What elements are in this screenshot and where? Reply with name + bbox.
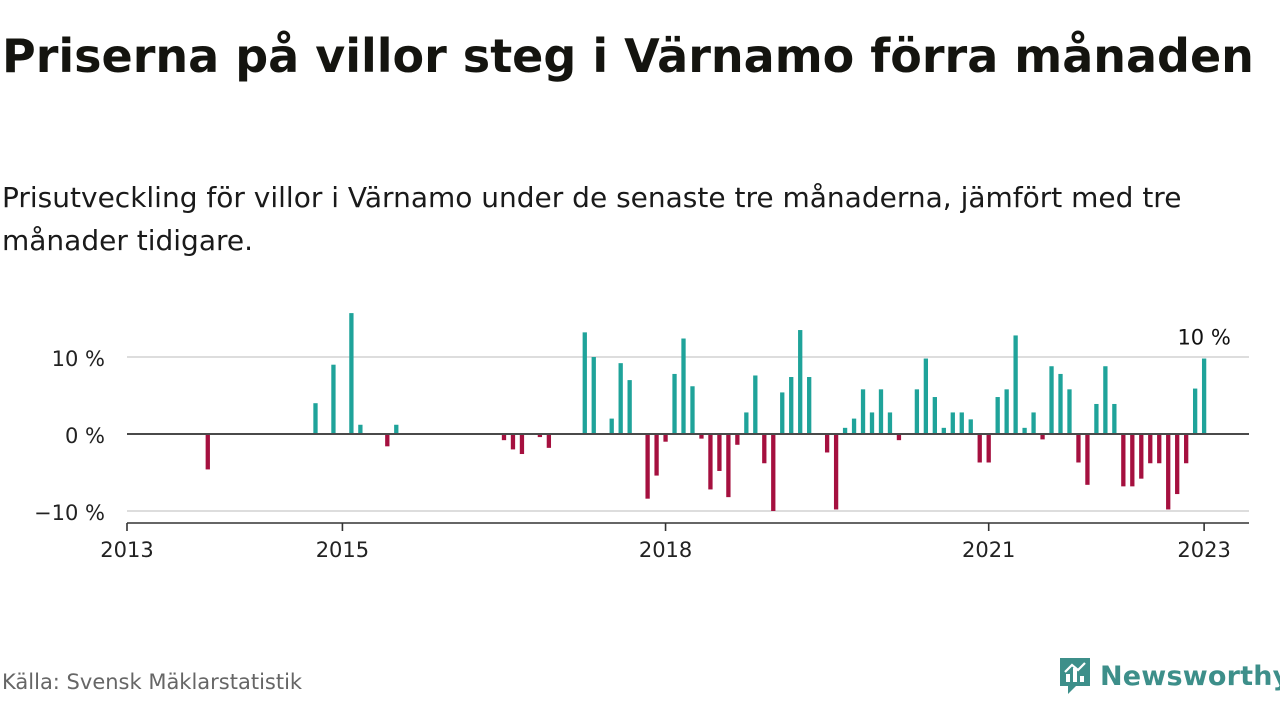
bar [699,434,704,439]
x-tick-label: 2021 [962,538,1015,562]
bar [1031,412,1036,434]
labels: 10 % 0 % −10 % 2013 2015 2018 2021 2023 10 % [34,326,1231,562]
bar [1085,434,1090,485]
bar [824,434,830,453]
bar [1022,427,1027,434]
bar [986,434,991,463]
bar [205,434,210,470]
bar [896,434,902,441]
bar [1013,335,1018,434]
bar [582,332,587,434]
bar [977,434,982,463]
source-note: Källa: Svensk Mäklarstatistik [2,670,303,694]
bar [1184,434,1189,464]
bar [744,412,749,434]
y-tick-label: 10 % [52,347,105,371]
bar [807,377,812,434]
bar [510,434,516,450]
bar [385,434,390,447]
bar [663,434,668,442]
bar [753,375,758,434]
x-tick-label: 2023 [1177,538,1230,562]
x-tick-label: 2018 [639,538,692,562]
bar [950,412,955,434]
bar [1130,434,1135,487]
bar [537,434,543,438]
bar [618,363,623,434]
bar [609,418,614,434]
bar [654,434,659,476]
y-tick-label: 0 % [65,424,105,448]
bar [878,389,884,434]
bar [959,412,964,434]
bar [1004,389,1009,434]
gridlines [127,356,1249,512]
bar [1157,434,1162,464]
bar [672,373,677,434]
bar [1112,403,1117,434]
bar [1040,434,1045,440]
bar [1076,434,1081,463]
bar [1094,403,1099,434]
bar [1121,434,1126,487]
bar [519,434,525,455]
bar [771,434,776,511]
bar [932,397,937,434]
bar [690,386,695,434]
bar [1049,366,1054,434]
bar [1201,358,1207,434]
chart-subtitle: Prisutveckling för villor i Värnamo unde… [2,181,1182,257]
bars [205,313,1207,511]
bar [501,434,507,441]
bar [1192,388,1198,434]
bar [627,380,632,434]
bar [313,403,318,434]
bar [789,377,794,434]
bar [717,434,722,471]
brand-logo[interactable]: Newsworthy [1058,654,1280,698]
bar [645,434,650,499]
bar [798,330,803,434]
bar [887,412,893,434]
bar [860,389,866,434]
axes [126,433,1249,531]
x-tick-label: 2013 [100,538,153,562]
newsworthy-logo-icon [1060,658,1090,694]
bar [851,418,857,434]
bar [869,412,875,434]
bar [1148,434,1153,464]
bar [1058,373,1063,434]
bar [591,357,596,434]
bar [762,434,767,464]
bar [331,364,336,434]
bar [842,427,848,434]
bar [1103,366,1108,434]
bar [995,397,1000,434]
bar [833,434,839,510]
bar [914,389,920,434]
bar [780,392,785,434]
bar [394,424,399,434]
chart-title: Priserna på villor steg i Värnamo förra … [2,29,1254,83]
bar [681,338,686,434]
bar [735,434,740,445]
bar [708,434,713,490]
bar [968,419,973,434]
bar [1067,389,1072,434]
bar [726,434,731,498]
bar [923,358,929,434]
bar-chart: 10 % 0 % −10 % 2013 2015 2018 2021 2023 10 % [34,313,1249,562]
brand-name: Newsworthy [1100,660,1280,692]
bar [358,424,363,434]
bar [349,313,354,434]
annotation-label: 10 % [1177,326,1230,350]
bar [1166,434,1171,510]
bar [546,434,552,448]
bar [1175,434,1180,495]
x-tick-label: 2015 [316,538,369,562]
bar [941,427,946,434]
bar [1139,434,1144,479]
y-tick-label: −10 % [34,501,105,525]
